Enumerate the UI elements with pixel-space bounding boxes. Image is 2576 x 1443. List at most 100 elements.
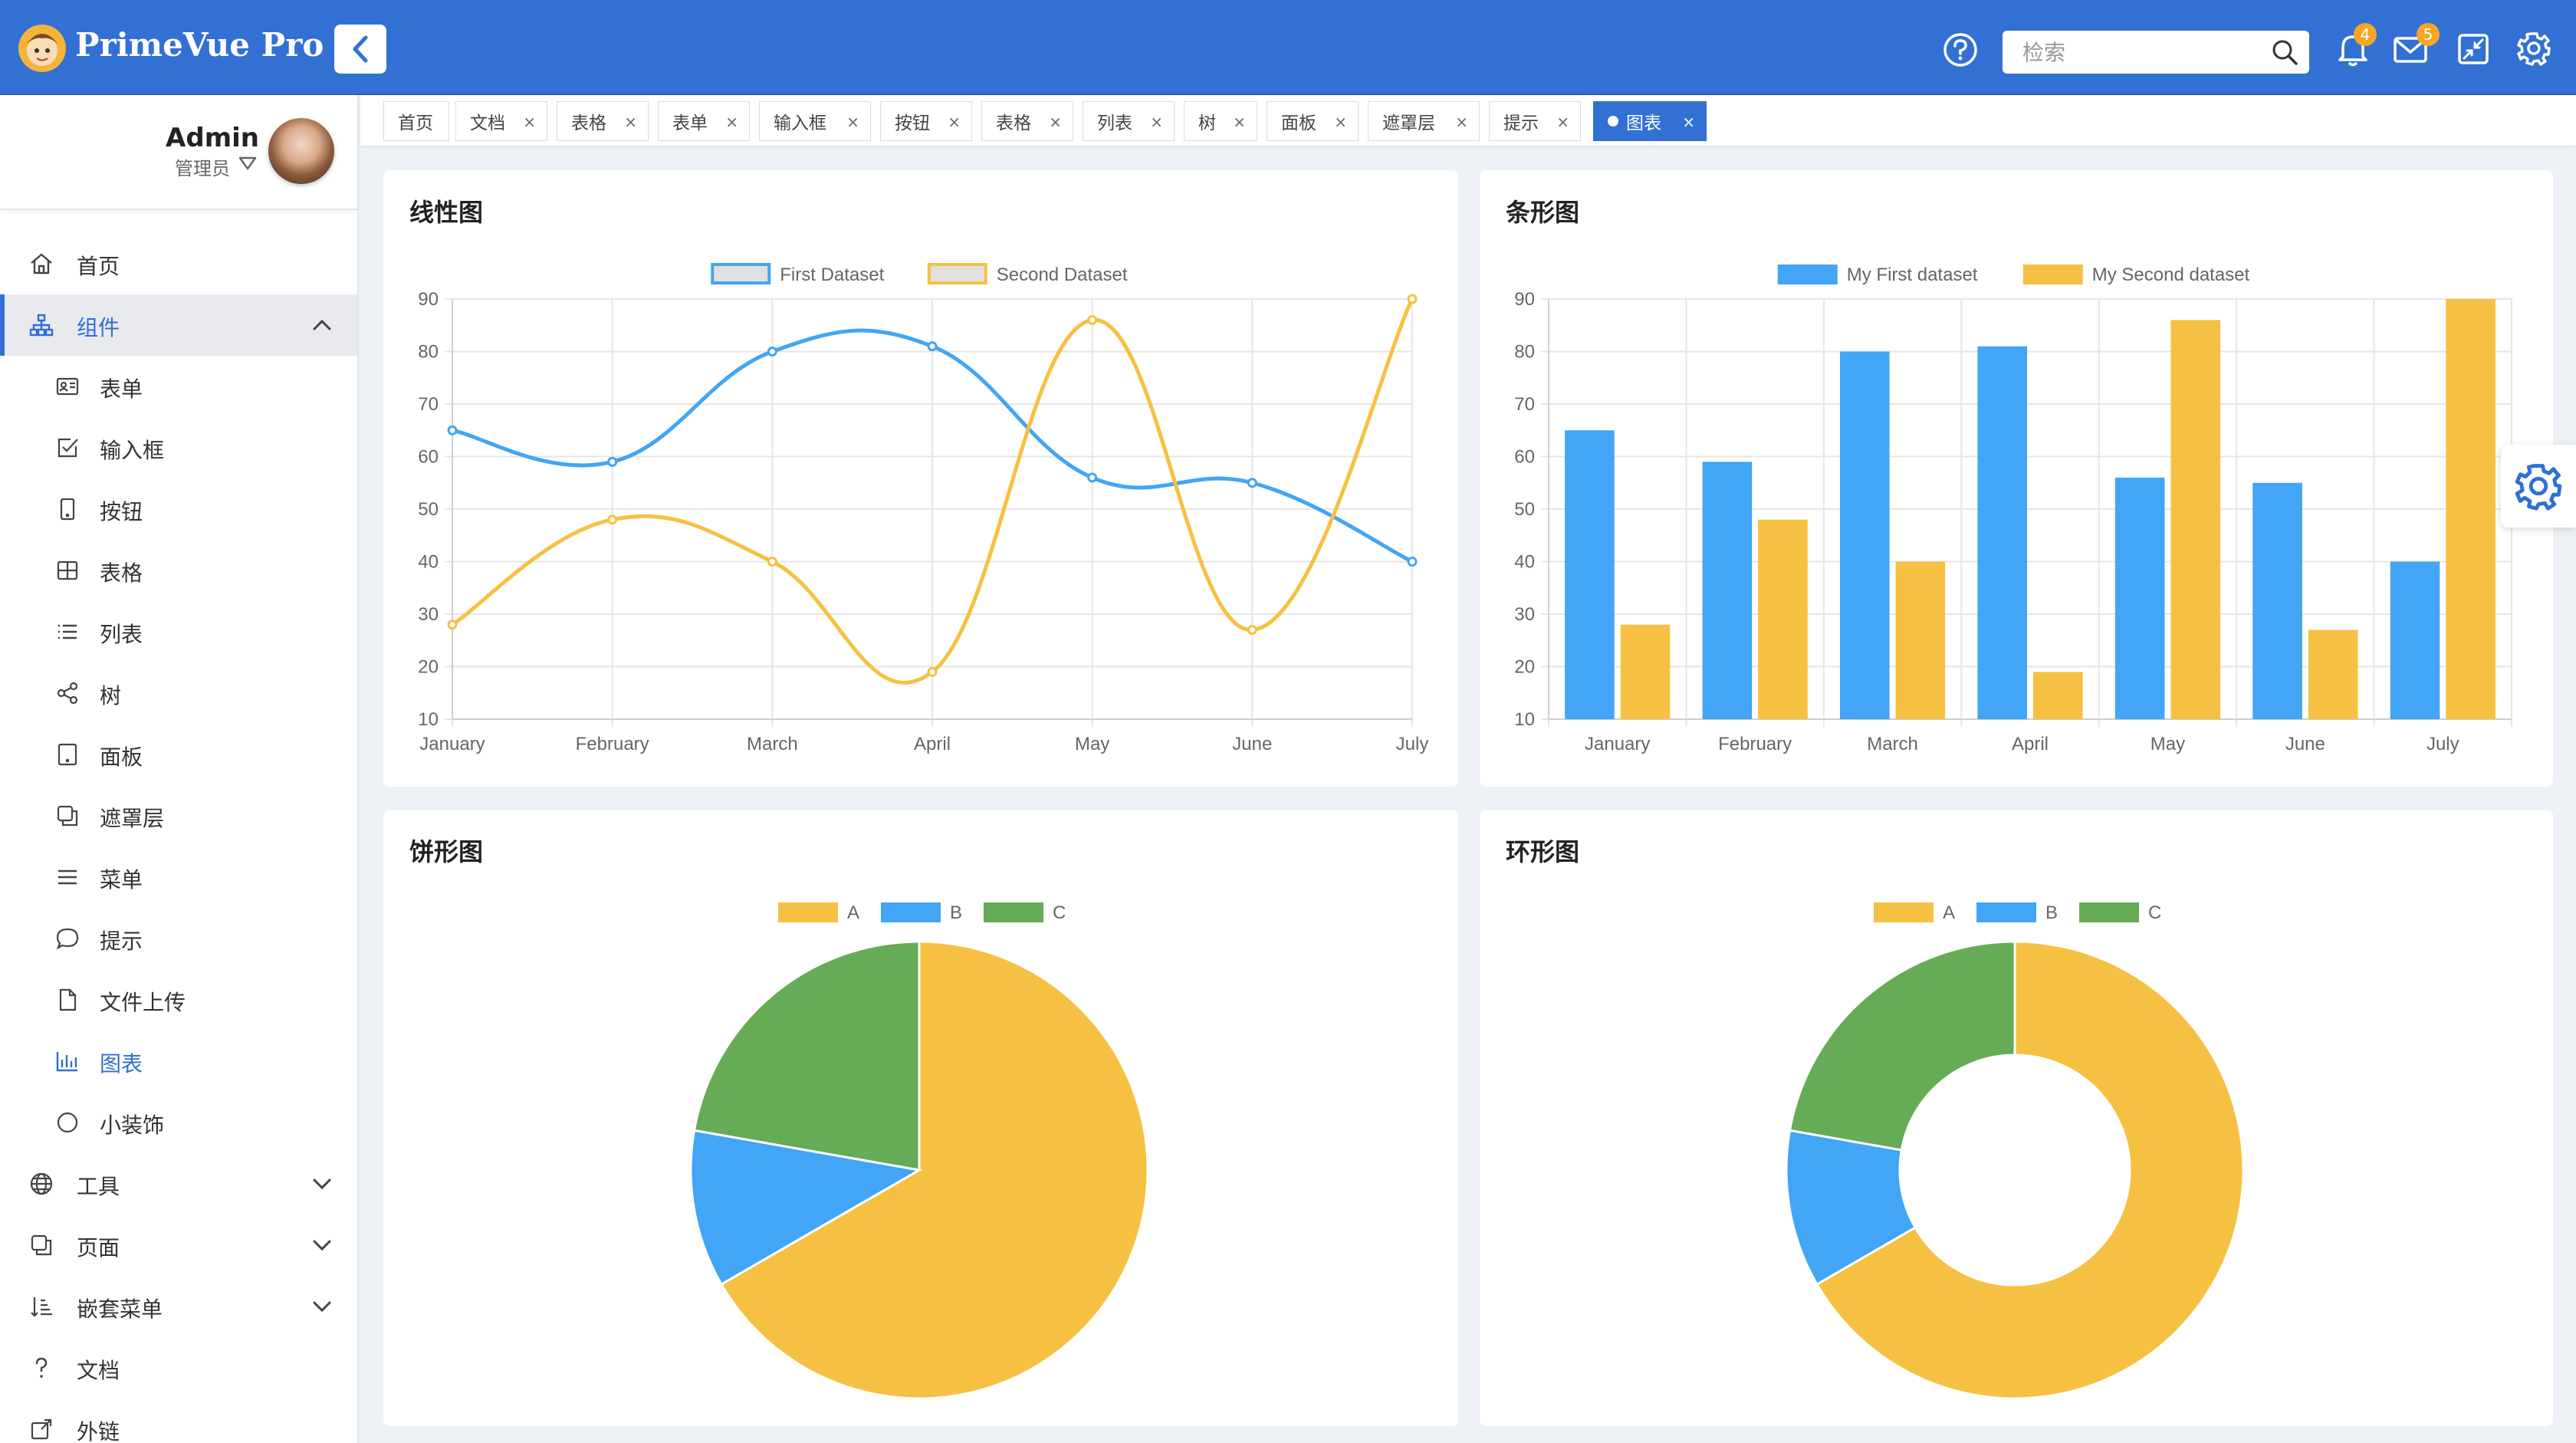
tab-panel[interactable]: 面板 × bbox=[1267, 101, 1359, 141]
gear-icon[interactable] bbox=[2516, 31, 2551, 66]
data-point bbox=[927, 666, 938, 677]
sidebar-item-table[interactable]: 表格 bbox=[0, 540, 357, 601]
exit-fullscreen-icon[interactable] bbox=[2456, 32, 2490, 66]
tab-label: 输入框 bbox=[774, 113, 826, 133]
legend-label: B bbox=[950, 902, 962, 923]
tab-form[interactable]: 表单 × bbox=[658, 101, 750, 141]
sidebar-item-tree[interactable]: 树 bbox=[0, 662, 357, 724]
data-point bbox=[447, 425, 458, 436]
close-icon[interactable]: × bbox=[1455, 113, 1468, 131]
tab-label: 表格 bbox=[996, 113, 1031, 133]
bar bbox=[1565, 430, 1615, 719]
sidebar-item-nested-menu[interactable]: 嵌套菜单 bbox=[0, 1276, 357, 1337]
sidebar-item-components[interactable]: 组件 bbox=[0, 294, 357, 356]
tab-list[interactable]: 列表 × bbox=[1083, 101, 1175, 141]
tab-docs[interactable]: 文档 × bbox=[455, 101, 547, 141]
sidebar-item-home[interactable]: 首页 bbox=[0, 233, 357, 294]
tab-chart[interactable]: 图表 × bbox=[1593, 101, 1707, 141]
line-chart-card: 线性图 First Dataset Second Dataset 10 20 30 40 5… bbox=[383, 170, 1458, 787]
y-tick-label: 20 bbox=[1514, 657, 1535, 678]
sidebar-item-chart[interactable]: 图表 bbox=[0, 1030, 357, 1092]
y-tick-label: 80 bbox=[1514, 342, 1535, 363]
chevron-down-icon bbox=[313, 1301, 331, 1313]
sidebar-item-upload[interactable]: 文件上传 bbox=[0, 969, 357, 1030]
user-panel: Admin 管理员 bbox=[0, 95, 357, 210]
x-tick-label: February bbox=[1718, 734, 1792, 754]
close-icon[interactable]: × bbox=[948, 113, 961, 131]
home-icon bbox=[31, 253, 52, 274]
data-point bbox=[767, 557, 777, 567]
y-tick-label: 60 bbox=[1514, 447, 1535, 468]
legend-swatch bbox=[984, 902, 1043, 922]
tab-input[interactable]: 输入框 × bbox=[759, 101, 871, 141]
y-tick-label: 50 bbox=[1514, 499, 1535, 520]
globe-icon bbox=[30, 1172, 53, 1195]
sidebar-item-form[interactable]: 表单 bbox=[0, 356, 357, 417]
layout-config-button[interactable] bbox=[2501, 445, 2576, 528]
sidebar-item-label: 列表 bbox=[100, 622, 143, 647]
legend-swatch bbox=[711, 263, 771, 284]
tab-label: 表格 bbox=[571, 113, 606, 133]
close-icon[interactable]: × bbox=[1150, 113, 1163, 131]
y-tick-label: 40 bbox=[1514, 552, 1535, 573]
sidebar-item-external-link[interactable]: 外链 bbox=[0, 1399, 357, 1443]
tab-tooltip[interactable]: 提示 × bbox=[1489, 101, 1581, 141]
data-point bbox=[1087, 314, 1098, 325]
sidebar-item-list[interactable]: 列表 bbox=[0, 601, 357, 662]
sidebar-item-panel[interactable]: 面板 bbox=[0, 724, 357, 785]
question-circle-icon[interactable] bbox=[1943, 32, 1978, 67]
mobile-icon bbox=[60, 498, 75, 521]
sidebar-toggle-button[interactable] bbox=[334, 25, 386, 74]
sidebar-item-tooltip[interactable]: 提示 bbox=[0, 908, 357, 969]
legend-swatch bbox=[881, 902, 941, 922]
tab-table[interactable]: 表格 × bbox=[557, 101, 649, 141]
user-role[interactable]: 管理员 bbox=[175, 158, 230, 179]
sidebar-item-button[interactable]: 按钮 bbox=[0, 478, 357, 540]
sidebar-item-label: 图表 bbox=[100, 1051, 143, 1076]
x-tick-label: March bbox=[747, 734, 798, 754]
search-input[interactable] bbox=[2003, 31, 2309, 74]
tab-table-2[interactable]: 表格 × bbox=[981, 101, 1073, 141]
sidebar-item-docs[interactable]: 文档 bbox=[0, 1337, 357, 1399]
close-icon[interactable]: × bbox=[1682, 113, 1695, 131]
envelope-icon[interactable] bbox=[2392, 32, 2429, 66]
y-tick-label: 20 bbox=[418, 657, 439, 678]
file-icon bbox=[59, 988, 77, 1011]
close-icon[interactable]: × bbox=[523, 113, 536, 131]
data-point bbox=[447, 620, 458, 630]
sidebar-item-menu[interactable]: 菜单 bbox=[0, 846, 357, 908]
messages-badge: 5 bbox=[2417, 23, 2440, 46]
tab-overlay[interactable]: 遮罩层 × bbox=[1368, 101, 1480, 141]
sidebar-item-input[interactable]: 输入框 bbox=[0, 417, 357, 478]
x-tick-label: March bbox=[1867, 734, 1918, 754]
x-tick-label: May bbox=[1075, 734, 1109, 754]
close-icon[interactable]: × bbox=[1233, 113, 1246, 131]
tab-home[interactable]: 首页 bbox=[383, 101, 449, 141]
pie-chart: A B C bbox=[689, 902, 1149, 1400]
sidebar-item-label: 文档 bbox=[77, 1358, 120, 1383]
tab-tree[interactable]: 树 × bbox=[1184, 101, 1257, 141]
sidebar-item-label: 提示 bbox=[100, 929, 143, 954]
close-icon[interactable]: × bbox=[624, 113, 637, 131]
tab-button[interactable]: 按钮 × bbox=[880, 101, 972, 141]
tab-bar: 首页 文档 × 表格 × 表单 × 输入框 × 按钮 × 表格 × 列表 × 树… bbox=[360, 95, 2576, 146]
sidebar-item-tools[interactable]: 工具 bbox=[0, 1153, 357, 1215]
close-icon[interactable]: × bbox=[1556, 113, 1569, 131]
sidebar-item-misc[interactable]: 小装饰 bbox=[0, 1092, 357, 1153]
tab-label: 图表 bbox=[1626, 113, 1661, 133]
close-icon[interactable]: × bbox=[846, 113, 859, 131]
caret-down-icon[interactable] bbox=[238, 155, 258, 172]
x-tick-label: June bbox=[1232, 734, 1272, 754]
x-tick-label: January bbox=[1585, 734, 1650, 754]
x-tick-label: July bbox=[1396, 734, 1429, 754]
chevron-down-icon bbox=[313, 1178, 331, 1190]
close-icon[interactable]: × bbox=[725, 113, 738, 131]
sort-amount-icon bbox=[31, 1297, 52, 1317]
search-icon[interactable] bbox=[2271, 38, 2298, 66]
y-tick-label: 70 bbox=[1514, 394, 1535, 415]
avatar[interactable] bbox=[268, 118, 334, 184]
close-icon[interactable]: × bbox=[1049, 113, 1062, 131]
sidebar-item-pages[interactable]: 页面 bbox=[0, 1215, 357, 1276]
sidebar-item-overlay[interactable]: 遮罩层 bbox=[0, 785, 357, 846]
close-icon[interactable]: × bbox=[1334, 113, 1347, 131]
